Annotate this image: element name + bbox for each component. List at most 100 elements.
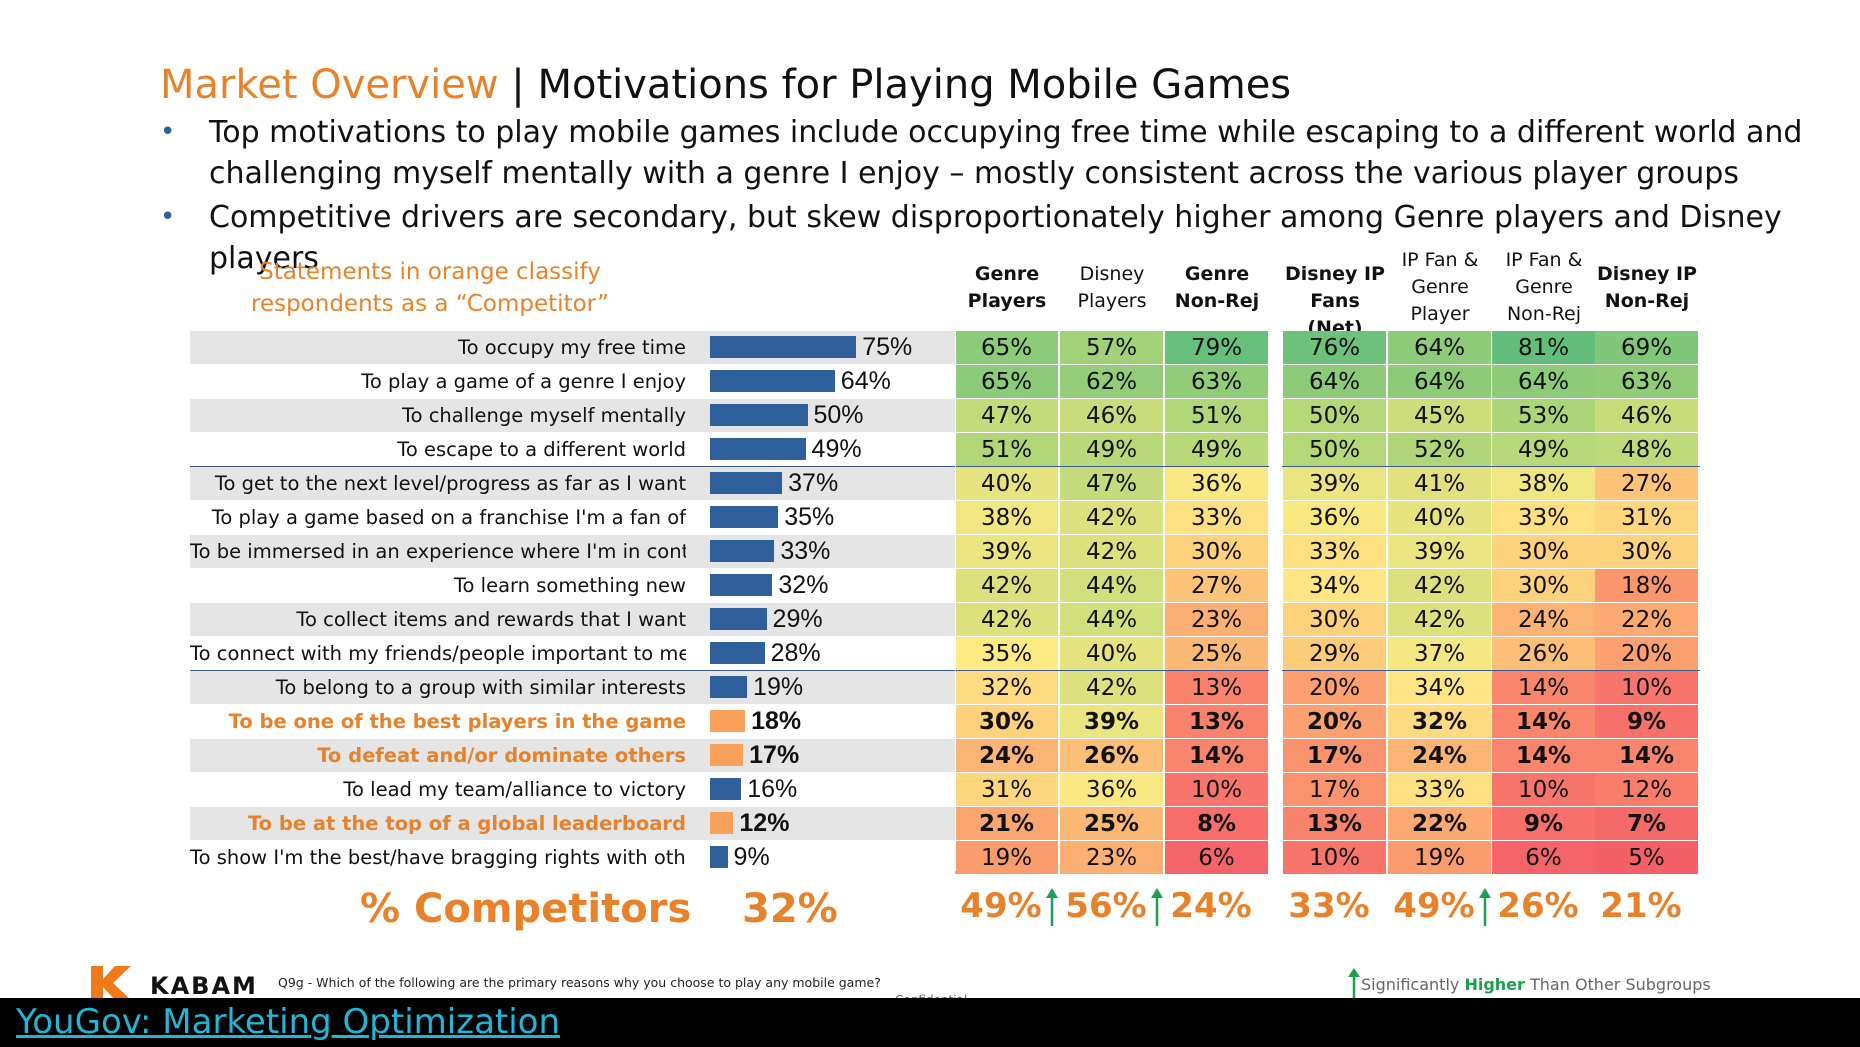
heatmap-cell: 6% (1165, 841, 1268, 874)
row-background (190, 807, 955, 840)
heatmap-cell: 79% (1165, 331, 1268, 364)
heatmap-cell: 12% (1595, 773, 1698, 806)
heatmap-cell: 8% (1165, 807, 1268, 840)
competitors-value: 49% (1393, 886, 1475, 926)
group-separator (190, 466, 1700, 467)
row-label: To connect with my friends/people import… (190, 642, 686, 665)
row-label: To belong to a group with similar intere… (275, 676, 686, 699)
title-accent: Market Overview (160, 62, 499, 108)
row-background (190, 399, 955, 432)
overall-bar (710, 574, 773, 596)
competitors-value: 33% (1288, 886, 1370, 926)
heatmap-cell: 24% (955, 739, 1058, 772)
up-arrow-icon (1151, 888, 1163, 926)
overall-bar (710, 812, 734, 834)
heatmap-cell: 44% (1060, 569, 1163, 602)
heatmap-cell: 50% (1283, 433, 1386, 466)
heatmap-cell: 37% (1388, 637, 1491, 670)
competitors-value: 49% (960, 886, 1042, 926)
heatmap-cell: 34% (1283, 569, 1386, 602)
row-label: To escape to a different world (397, 438, 686, 461)
column-header: Genre Non-Rej (1174, 263, 1260, 312)
row-label: To get to the next level/progress as far… (214, 472, 686, 495)
heatmap-cell: 5% (1595, 841, 1698, 874)
title-main: Motivations for Playing Mobile Games (537, 62, 1292, 108)
heatmap-cell: 10% (1283, 841, 1386, 874)
marketing-optimization-link[interactable]: YouGov: Marketing Optimization (16, 1002, 561, 1042)
heatmap-cell: 65% (955, 365, 1058, 398)
heatmap-cell: 35% (955, 637, 1058, 670)
overall-value: 37% (788, 469, 839, 497)
heatmap-cell: 64% (1492, 365, 1595, 398)
heatmap-cell: 14% (1492, 739, 1595, 772)
heatmap-cell: 31% (1595, 501, 1698, 534)
heatmap-cell: 36% (1060, 773, 1163, 806)
overall-value: 75% (862, 333, 913, 361)
heatmap-cell: 41% (1388, 467, 1491, 500)
row-label: To challenge myself mentally (401, 404, 686, 427)
column-header: IP Fan & Genre Player (1401, 249, 1479, 325)
up-arrow-icon (1479, 888, 1491, 926)
overall-bar (710, 438, 806, 460)
heatmap-cell: 40% (1060, 637, 1163, 670)
heatmap-cell: 24% (1388, 739, 1491, 772)
column-header: Genre Players (967, 263, 1047, 312)
heatmap-cell: 46% (1595, 399, 1698, 432)
heatmap-cell: 50% (1283, 399, 1386, 432)
row-label: To lead my team/alliance to victory (343, 778, 686, 801)
competitors-value: 56% (1065, 886, 1147, 926)
heatmap-cell: 51% (1165, 399, 1268, 432)
overall-bar (710, 404, 808, 426)
overall-bar (710, 744, 744, 766)
overall-value: 49% (811, 435, 862, 463)
heatmap-cell: 39% (1388, 535, 1491, 568)
heatmap-cell: 33% (1165, 501, 1268, 534)
kabam-logo-icon (91, 966, 131, 1000)
title-separator: | (498, 62, 538, 108)
heatmap-cell: 76% (1283, 331, 1386, 364)
column-group-gap (955, 330, 956, 871)
question-footnote: Q9g - Which of the following are the pri… (278, 975, 881, 990)
heatmap-cell: 49% (1165, 433, 1268, 466)
bullet-dot-icon: • (160, 202, 176, 232)
overall-bar (710, 608, 767, 630)
heatmap-cell: 33% (1492, 501, 1595, 534)
heatmap-cell: 64% (1388, 331, 1491, 364)
bullet-text: Competitive drivers are secondary, but s… (209, 200, 1782, 276)
heatmap-cell: 6% (1492, 841, 1595, 874)
legend-prefix: Significantly (1361, 975, 1465, 994)
heatmap-cell: 13% (1165, 671, 1268, 704)
bottom-banner: YouGov: Marketing Optimization (0, 998, 1860, 1047)
legend-highlight: Higher (1464, 975, 1525, 994)
bullet-item: • Top motivations to play mobile games in… (160, 112, 1860, 194)
heatmap-cell: 13% (1283, 807, 1386, 840)
overall-bar (710, 642, 765, 664)
heatmap-cell: 44% (1060, 603, 1163, 636)
column-header: IP Fan & Genre Non-Rej (1505, 249, 1583, 325)
heatmap-cell: 52% (1388, 433, 1491, 466)
heatmap-cell: 69% (1595, 331, 1698, 364)
bullet-dot-icon: • (160, 117, 176, 147)
heatmap-cell: 25% (1165, 637, 1268, 670)
heatmap-cell: 42% (1060, 535, 1163, 568)
competitors-value: 21% (1600, 886, 1682, 926)
heatmap-cell: 14% (1165, 739, 1268, 772)
heatmap-cell: 40% (1388, 501, 1491, 534)
overall-value: 29% (772, 605, 823, 633)
column-header: Disney IP Non-Rej (1596, 263, 1697, 312)
heatmap-cell: 30% (1492, 535, 1595, 568)
overall-value: 19% (753, 673, 804, 701)
heatmap-cell: 30% (1595, 535, 1698, 568)
heatmap-cell: 26% (1492, 637, 1595, 670)
heatmap-cell: 27% (1595, 467, 1698, 500)
row-label: To collect items and rewards that I want (296, 608, 686, 631)
heatmap-cell: 33% (1388, 773, 1491, 806)
heatmap-cell: 17% (1283, 739, 1386, 772)
overall-value: 16% (747, 775, 798, 803)
brand-name: KABAM (150, 972, 258, 1000)
heatmap-cell: 42% (1060, 671, 1163, 704)
row-background (190, 535, 955, 568)
bullet-text: Top motivations to play mobile games inc… (209, 115, 1803, 191)
heatmap-cell: 9% (1595, 705, 1698, 738)
heatmap-cell: 42% (955, 569, 1058, 602)
